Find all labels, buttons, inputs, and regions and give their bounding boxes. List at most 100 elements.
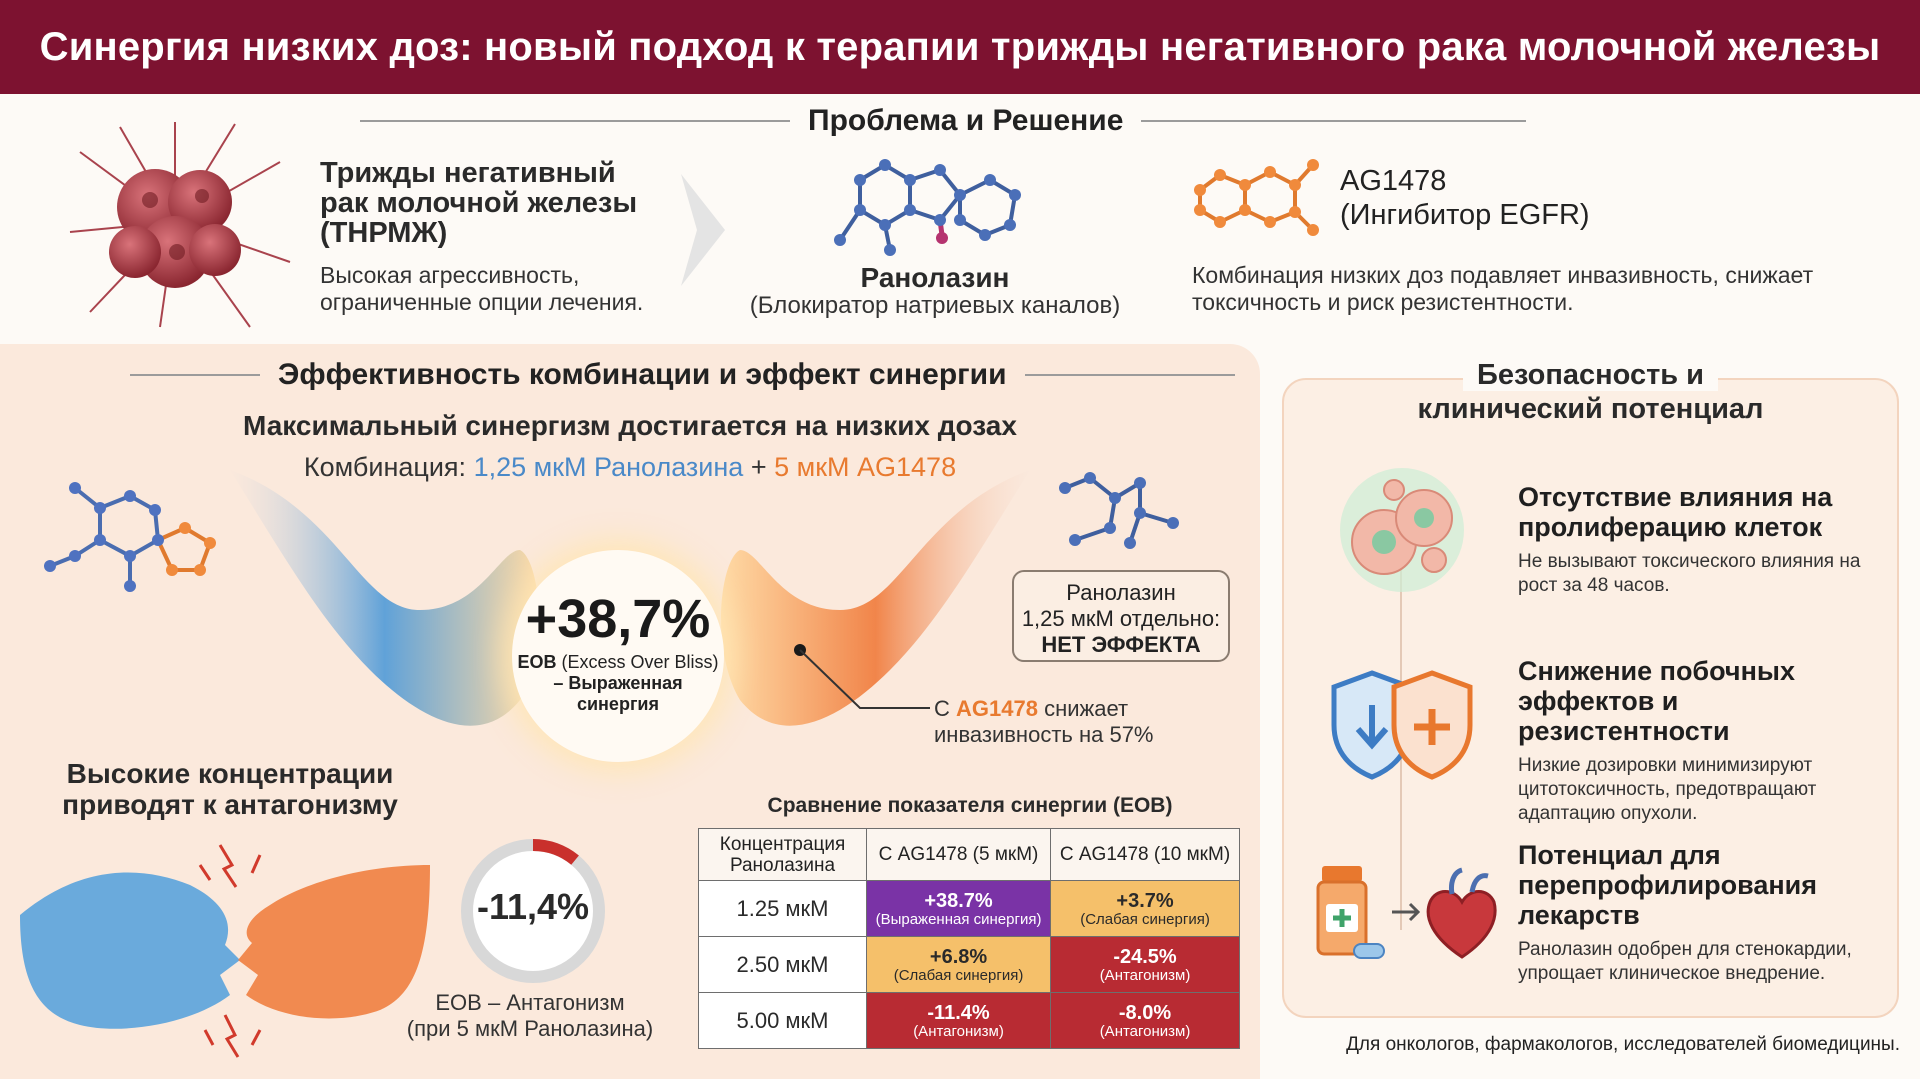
eob-fullname: (Excess Over Bliss) xyxy=(561,652,719,672)
cell-value: -8.0% xyxy=(1118,1001,1172,1024)
antagonism-label: EOB – Антагонизм (при 5 мкМ Ранолазина) xyxy=(400,990,660,1042)
cancer-cell-icon xyxy=(69,122,291,328)
cell-label: (Выраженная синергия) xyxy=(875,910,1042,928)
eob-table-title: Сравнение показателя синергии (EOB) xyxy=(767,794,1173,817)
combo-ag1478: 5 мкМ AG1478 xyxy=(774,452,957,482)
antagonism-clash-illustration xyxy=(20,844,430,1058)
cell-value: +3.7% xyxy=(1116,889,1174,912)
table-header-row: Концентрация Ранолазина С AG1478 (5 мкМ)… xyxy=(698,828,1240,881)
feature-side-effects: Снижение побочных эффектов и резистентно… xyxy=(1518,656,1888,826)
feature-title: Снижение побочных эффектов и резистентно… xyxy=(1518,656,1795,746)
eob-comparison-table: Концентрация Ранолазина С AG1478 (5 мкМ)… xyxy=(698,828,1240,1049)
feature-repurposing: Потенциал для перепрофилирования лекарст… xyxy=(1518,840,1888,986)
ranolazine-molecule-icon xyxy=(834,159,1021,256)
table-cell: -8.0% (Антагонизм) xyxy=(1050,992,1240,1049)
ran-alone-line1: Ранолазин xyxy=(1066,580,1176,605)
cell-value: +6.8% xyxy=(929,945,988,968)
antagonism-gauge-arc xyxy=(532,839,579,865)
divider-line xyxy=(360,120,790,122)
ag1478-invasiveness-note: С AG1478 снижает инвазивность на 57% xyxy=(934,696,1154,748)
divider-line xyxy=(130,374,260,376)
antag-label-line2: (при 5 мкМ Ранолазина) xyxy=(406,1016,654,1041)
header-ag1478-10: С AG1478 (10 мкМ) xyxy=(1050,828,1240,881)
table-cell: +6.8% (Слабая синергия) xyxy=(865,936,1052,993)
table-cell: +38.7% (Выраженная синергия) xyxy=(865,880,1052,937)
cell-value: +38.7% xyxy=(924,889,993,912)
ag-inv-reduces: снижает xyxy=(1044,696,1129,721)
header-ag1478-5: С AG1478 (5 мкМ) xyxy=(865,828,1052,881)
cell-label: (Антагонизм) xyxy=(913,1022,1004,1040)
ranolazine-title: Ранолазин xyxy=(860,262,1010,293)
header-concentration: Концентрация Ранолазина xyxy=(698,828,867,881)
row-concentration: 2.50 мкМ xyxy=(698,936,867,993)
ag1478-molecule-icon xyxy=(1194,159,1319,236)
synergy-flow-illustration xyxy=(230,470,1030,726)
ag-inv-prefix: С xyxy=(934,696,950,721)
divider-line xyxy=(1141,120,1527,122)
feature-description: Не вызывают токсического влияния на рост… xyxy=(1518,551,1861,596)
divider-line xyxy=(1024,374,1235,376)
feature-description: Низкие дозировки минимизируют цитотоксич… xyxy=(1518,755,1817,824)
callout-line xyxy=(794,644,930,709)
combination-molecule-icon xyxy=(44,482,216,592)
eob-abbr: EOB xyxy=(517,652,557,672)
antagonism-gauge xyxy=(461,839,605,983)
ran-alone-no-effect: НЕТ ЭФФЕКТА xyxy=(1041,632,1201,657)
table-cell: -11.4% (Антагонизм) xyxy=(865,992,1052,1049)
ag1478-name: AG1478 xyxy=(1340,165,1447,197)
feature-description: Ранолазин одобрен для стенокардии, упрощ… xyxy=(1518,939,1852,984)
row-concentration: 5.00 мкМ xyxy=(698,992,867,1049)
feature-proliferation: Отсутствие влияния на пролиферацию клето… xyxy=(1518,482,1888,598)
ranolazine-subtitle: (Блокиратор натриевых каналов) xyxy=(749,292,1121,319)
combination-line: Комбинация: 1,25 мкМ Ранолазина + 5 мкМ … xyxy=(0,452,1260,483)
page-title: Синергия низких доз: новый подход к тера… xyxy=(39,24,1881,69)
efficacy-section-title: Эффективность комбинации и эффект синерг… xyxy=(278,358,1007,391)
small-molecule-icon xyxy=(1059,472,1179,549)
table-cell: +3.7% (Слабая синергия) xyxy=(1050,880,1240,937)
safety-title-line2: клинический потенциал xyxy=(1417,393,1764,425)
tnbc-title: Трижды негативный рак молочной железы (Т… xyxy=(320,157,638,249)
safety-section-title: Безопасность и клинический потенциал xyxy=(1282,358,1899,426)
feature-title: Отсутствие влияния на пролиферацию клето… xyxy=(1518,482,1833,542)
drug-repurposing-icon xyxy=(1316,866,1497,959)
eob-synergy-value: +38,7% xyxy=(525,589,711,649)
ranolazine-alone-box: Ранолазин 1,25 мкМ отдельно: НЕТ ЭФФЕКТА xyxy=(1012,570,1230,662)
table-row: 2.50 мкМ +6.8% (Слабая синергия) -24.5% (А… xyxy=(698,936,1240,993)
cell-value: -11.4% xyxy=(927,1001,990,1024)
ran-alone-line2: 1,25 мкМ отдельно: xyxy=(1021,606,1221,631)
ag1478-subtitle: (Ингибитор EGFR) xyxy=(1340,199,1590,231)
eob-synergy-desc: – Выраженная синергия xyxy=(553,673,683,714)
combo-plus: + xyxy=(750,452,767,482)
efficacy-subtitle: Максимальный синергизм достигается на ни… xyxy=(243,410,1017,441)
chevron-right-icon xyxy=(681,174,725,286)
table-row: 1.25 мкМ +38.7% (Выраженная синергия) +3.… xyxy=(698,880,1240,937)
safety-title-line1: Безопасность и xyxy=(1462,359,1719,391)
combination-description: Комбинация низких доз подавляет инвазивн… xyxy=(1192,262,1814,315)
cell-label: (Антагонизм) xyxy=(1099,1022,1191,1040)
antag-label-line1: EOB – Антагонизм xyxy=(435,990,625,1015)
efficacy-section-header: Эффективность комбинации и эффект синерг… xyxy=(130,358,1235,392)
high-concentration-title: Высокие концентрации приводят к антагони… xyxy=(62,758,398,820)
header-banner: Синергия низких доз: новый подход к тера… xyxy=(0,0,1920,94)
combo-prefix: Комбинация: xyxy=(303,452,467,482)
table-row: 5.00 мкМ -11.4% (Антагонизм) -8.0% (Антаго… xyxy=(698,992,1240,1049)
cell-label: (Слабая синергия) xyxy=(1080,910,1210,928)
tnbc-description: Высокая агрессивность, ограниченные опци… xyxy=(320,262,644,315)
cell-label: (Антагонизм) xyxy=(1099,966,1191,984)
ag-inv-ag1478: AG1478 xyxy=(956,696,1038,721)
problem-section-title: Проблема и Решение xyxy=(808,104,1124,137)
synergy-circle xyxy=(512,550,724,762)
ag-inv-percent: инвазивность на 57% xyxy=(934,722,1154,747)
antagonism-value: -11,4% xyxy=(476,886,590,927)
cells-icon xyxy=(1340,468,1464,592)
row-concentration: 1.25 мкМ xyxy=(698,880,867,937)
audience-footer: Для онкологов, фармакологов, исследовате… xyxy=(1346,1034,1900,1055)
shield-icon xyxy=(1331,670,1473,780)
cell-value: -24.5% xyxy=(1113,945,1177,968)
cell-label: (Слабая синергия) xyxy=(893,966,1024,984)
eob-synergy-label: EOB (Excess Over Bliss) – Выраженная син… xyxy=(512,652,724,715)
combo-ranolazine: 1,25 мкМ Ранолазина xyxy=(473,452,744,482)
feature-title: Потенциал для перепрофилирования лекарст… xyxy=(1518,840,1818,930)
problem-section-header: Проблема и Решение xyxy=(360,104,1527,138)
